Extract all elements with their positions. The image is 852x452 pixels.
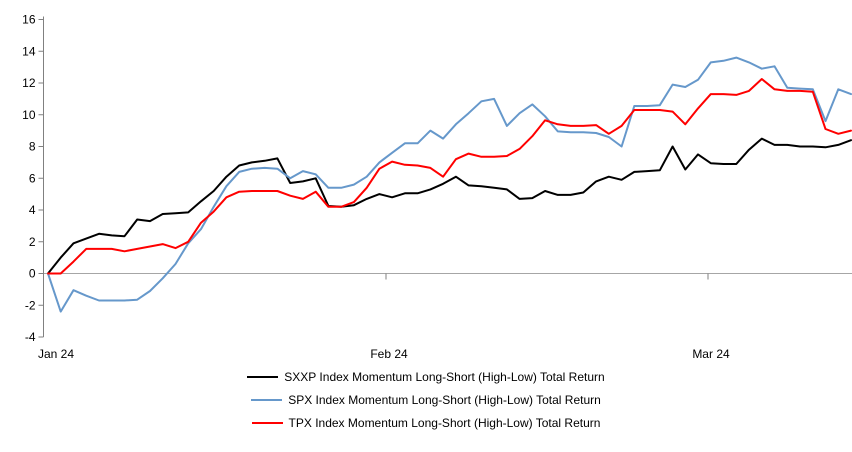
x-axis-label: Jan 24 <box>38 347 74 361</box>
y-axis-label: 12 <box>22 76 36 90</box>
y-axis-label: 10 <box>22 108 36 122</box>
series-line-2 <box>47 78 852 275</box>
x-axis-label: Mar 24 <box>692 347 730 361</box>
y-axis-label: 8 <box>29 140 36 154</box>
y-axis-label: 0 <box>29 267 36 281</box>
y-axis-label: 2 <box>29 235 36 249</box>
legend-item-sxxp: SXXP Index Momentum Long-Short (High-Low… <box>247 370 605 384</box>
sxxp-line-swatch <box>247 376 279 378</box>
legend-label-spx: SPX Index Momentum Long-Short (High-Low)… <box>288 393 601 407</box>
chart-legend: SXXP Index Momentum Long-Short (High-Low… <box>0 370 852 430</box>
y-axis-label: 4 <box>29 203 36 217</box>
x-axis-label: Feb 24 <box>370 347 408 361</box>
legend-label-tpx: TPX Index Momentum Long-Short (High-Low)… <box>288 416 601 430</box>
y-axis-label: -2 <box>25 298 36 312</box>
y-axis-label: 6 <box>29 171 36 185</box>
legend-item-tpx: TPX Index Momentum Long-Short (High-Low)… <box>251 416 601 430</box>
momentum-line-chart: 16 14 12 10 8 6 4 2 0 -2 -4 Jan 24 Feb 24 Mar 24 <box>22 13 852 361</box>
y-axis-label: 14 <box>22 44 36 58</box>
y-axis-label: -4 <box>25 330 36 344</box>
legend-item-spx: SPX Index Momentum Long-Short (High-Low)… <box>251 393 601 407</box>
y-axis-label: 16 <box>22 13 36 27</box>
tpx-line-swatch <box>251 422 283 424</box>
series-line-1 <box>47 56 852 313</box>
spx-line-swatch <box>251 399 283 401</box>
legend-label-sxxp: SXXP Index Momentum Long-Short (High-Low… <box>284 370 605 384</box>
series-line-0 <box>47 137 852 275</box>
